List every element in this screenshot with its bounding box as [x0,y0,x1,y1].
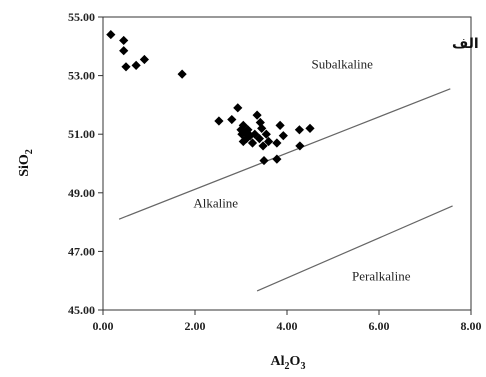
data-point [119,46,129,56]
x-tick-label: 0.00 [93,319,114,333]
data-point [272,138,282,148]
x-axis-title-sub1: 2 [285,361,290,372]
data-point [294,125,305,135]
y-tick-label: 51.00 [68,127,95,141]
y-tick-label: 49.00 [68,186,95,200]
y-axis-title: SiO2 [17,149,35,177]
x-axis-title-mid: O [290,354,301,369]
data-point [254,133,264,144]
x-tick-label: 4.00 [277,319,298,333]
data-point [272,154,282,164]
data-points [106,29,315,166]
boundary-line [256,205,453,292]
data-point [305,123,315,133]
y-tick-label: 55.00 [68,10,95,24]
data-point [264,136,274,147]
data-point [257,123,267,133]
data-point [247,138,258,148]
y-tick-label: 53.00 [68,69,95,83]
x-axis-title-sub2: 3 [300,361,305,372]
data-point [258,141,268,151]
data-point [259,155,269,166]
y-tick-label: 45.00 [68,303,95,317]
panel-label: الف [452,36,479,52]
data-point [119,35,129,46]
data-point [139,54,149,65]
boundary-line [118,88,451,220]
region-label: Subalkaline [312,56,374,71]
region-label: Peralkaline [352,269,411,284]
x-tick-label: 6.00 [369,319,390,333]
data-point [250,129,260,139]
y-tick-labels: 45.00 47.00 49.00 51.00 53.00 55.00 [68,10,95,317]
y-axis-title-base: SiO [17,154,32,177]
x-axis-title-base: Al [271,354,285,369]
data-point [233,103,243,113]
x-tick-labels: 0.00 2.00 4.00 6.00 8.00 [93,319,482,333]
region-labels: Subalkaline Alkaline Peralkaline [193,56,410,283]
data-point [131,60,141,70]
data-point [121,62,131,72]
x-tick-label: 8.00 [461,319,482,333]
y-tick-label: 47.00 [68,244,95,258]
data-point [261,129,271,139]
x-tick-label: 2.00 [185,319,206,333]
region-label: Alkaline [193,195,238,210]
y-axis-title-sub: 2 [24,149,35,154]
data-point [278,131,288,141]
boundary-lines [118,88,453,292]
data-point [214,116,224,126]
axis-ticks [98,16,472,315]
data-point [106,29,116,40]
plot-area [102,16,472,311]
data-point [227,114,237,125]
data-point [275,120,285,131]
x-axis-title: Al2O3 [271,354,306,372]
data-point [295,141,305,151]
data-point [177,69,187,79]
data-point [252,110,262,120]
